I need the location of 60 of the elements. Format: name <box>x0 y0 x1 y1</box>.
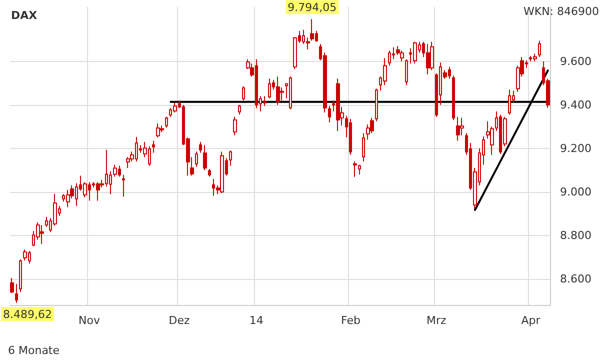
candlestick <box>456 116 460 142</box>
candlestick <box>15 283 18 304</box>
candlestick <box>220 151 224 194</box>
text: 6 Monate <box>8 344 60 357</box>
candlestick <box>426 43 430 75</box>
candlestick <box>66 189 70 208</box>
candlestick <box>165 116 168 128</box>
candlestick <box>276 76 280 106</box>
candlestick <box>268 78 271 99</box>
candlestick <box>362 132 365 162</box>
candlestick <box>23 249 27 261</box>
candlestick <box>336 78 340 132</box>
candlestick <box>173 102 177 113</box>
candlestick <box>19 258 22 292</box>
candlestick <box>203 144 207 171</box>
candlestick <box>430 41 434 71</box>
candlestick <box>452 75 455 121</box>
candlestick <box>533 53 537 62</box>
candlestick <box>400 50 404 62</box>
y-tick-label: 9.400 <box>560 98 592 112</box>
x-tick-label: Mrz <box>426 314 447 327</box>
text: 8.489,62 <box>3 308 52 321</box>
candlestick <box>353 160 357 178</box>
candlestick <box>233 116 237 136</box>
candlestick <box>289 76 292 110</box>
candlestick <box>199 141 202 154</box>
candlestick <box>156 122 160 138</box>
y-tick-label: 8.600 <box>560 272 592 286</box>
candlestick <box>195 151 198 168</box>
candlestick <box>328 105 331 123</box>
candlestick <box>405 58 408 86</box>
x-tick-label: Apr <box>521 314 541 327</box>
candlestick <box>310 18 314 42</box>
candlestick <box>508 89 511 116</box>
y-tick-label: 9.600 <box>560 54 592 68</box>
y-tick-label: 9.200 <box>560 142 592 155</box>
candlestick <box>40 224 44 244</box>
x-tick-label: 14 <box>249 314 264 327</box>
candlestick <box>349 118 352 156</box>
y-tick-label: 9.000 <box>560 185 592 198</box>
candlestick <box>96 182 100 202</box>
candlestick <box>242 86 245 102</box>
annotation: 9.794,05 <box>288 1 337 14</box>
x-tick-label: Nov <box>78 314 101 327</box>
candlestick <box>208 168 211 178</box>
candlestick <box>238 104 241 116</box>
candlestick <box>413 41 417 64</box>
candlestick <box>375 88 378 122</box>
candlestick <box>358 164 361 175</box>
y-tick-label: 8.800 <box>560 228 592 242</box>
candlestick <box>122 174 125 198</box>
chart-title: DAX <box>11 9 38 22</box>
x-tick-label: Feb <box>340 314 360 327</box>
candlestick <box>538 40 541 58</box>
candlestick <box>229 150 232 166</box>
annotation: WKN: 846900 <box>523 5 600 18</box>
candlestick <box>152 140 155 154</box>
candlestick <box>388 50 391 66</box>
candlestick <box>10 278 14 294</box>
x-tick-label: Dez <box>168 314 190 327</box>
